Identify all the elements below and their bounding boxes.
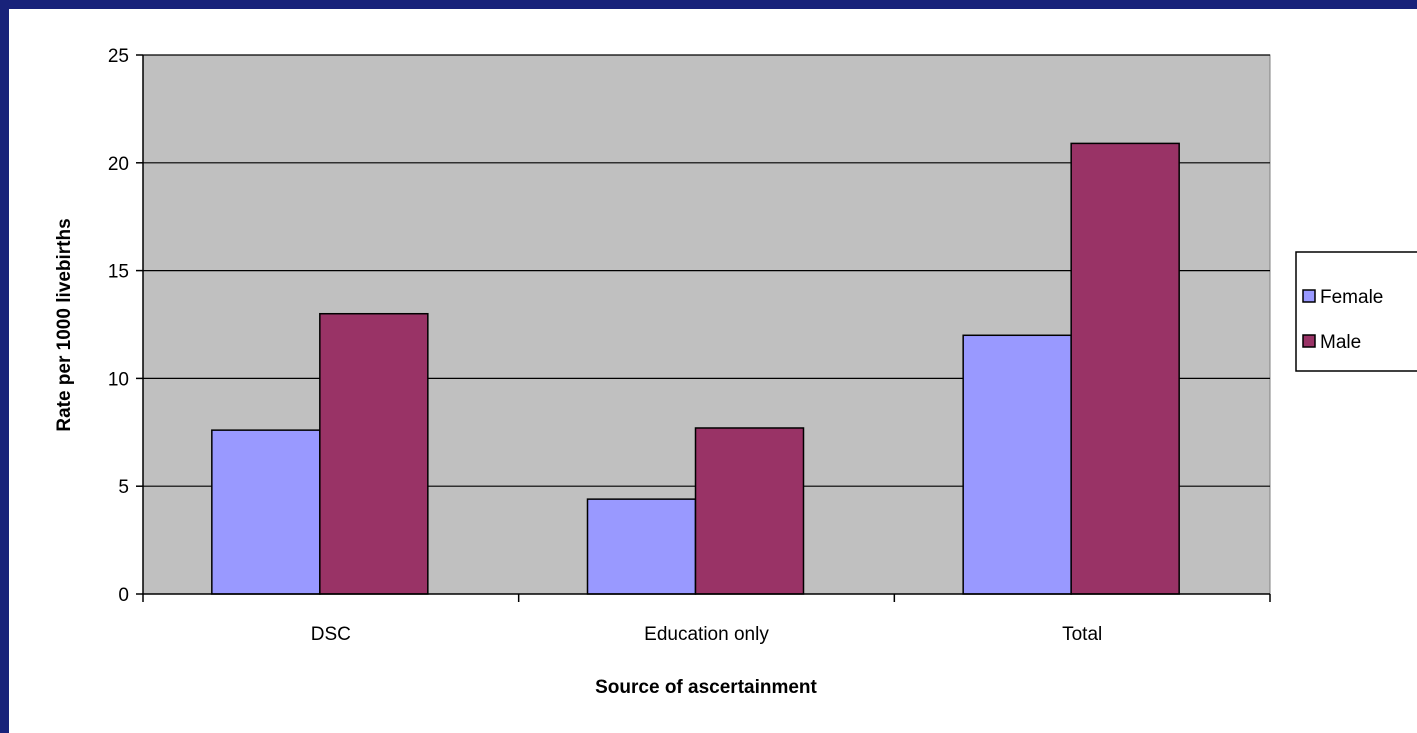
y-tick-label: 10 xyxy=(108,369,129,390)
x-tick-labels: DSC Education only Total xyxy=(311,624,1102,645)
legend-swatch-female xyxy=(1302,289,1316,303)
legend-label-female: Female xyxy=(1320,287,1383,308)
bar-female-total xyxy=(962,334,1072,595)
y-tick-label: 15 xyxy=(108,262,129,283)
y-axis-title: Rate per 1000 livebirths xyxy=(54,218,75,431)
y-tick-label: 20 xyxy=(108,154,129,175)
legend-box xyxy=(1295,251,1417,372)
x-axis-title: Source of ascertainment xyxy=(595,677,817,698)
bar-male-dsc xyxy=(319,312,429,595)
bar-female-dsc xyxy=(211,429,321,595)
y-tick-labels: 0 5 10 15 20 25 xyxy=(108,46,129,606)
y-tick-label: 5 xyxy=(118,477,129,498)
x-tick-label: Total xyxy=(1062,624,1102,645)
legend-label-male: Male xyxy=(1320,332,1361,353)
bar-male-education-only xyxy=(694,427,805,595)
x-tick-label: Education only xyxy=(644,624,769,645)
y-tick-label: 25 xyxy=(108,46,129,67)
y-tick-label: 0 xyxy=(118,585,129,606)
legend-swatch-male xyxy=(1302,334,1316,348)
bar-female-education-only xyxy=(586,498,697,595)
bars xyxy=(211,142,1180,595)
axes xyxy=(136,54,1271,602)
bar-male-total xyxy=(1070,142,1180,595)
x-tick-label: DSC xyxy=(311,624,351,645)
legend: Female Male xyxy=(1295,251,1417,372)
